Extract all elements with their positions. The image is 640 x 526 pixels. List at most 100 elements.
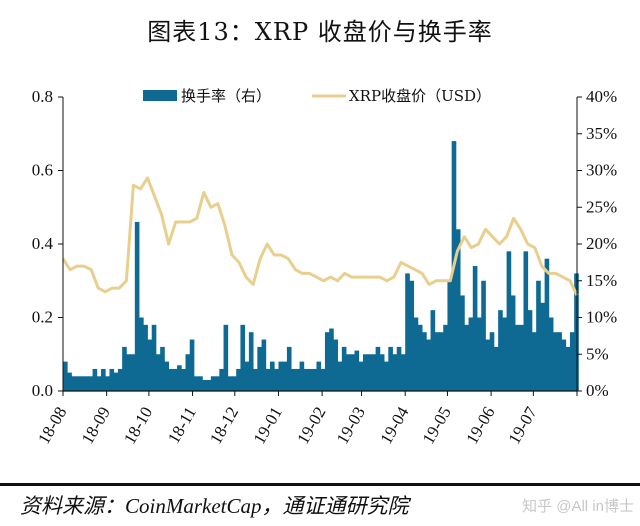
x-tick-label: 19-05 <box>419 404 455 448</box>
turnover-bar <box>371 354 377 391</box>
right-tick-label: 25% <box>586 197 617 216</box>
turnover-bar <box>134 221 140 391</box>
turnover-bar <box>329 328 334 391</box>
turnover-bar <box>468 317 474 391</box>
turnover-bar <box>569 332 575 391</box>
turnover-bar <box>565 346 571 391</box>
turnover-bar <box>324 332 330 391</box>
turnover-bar <box>346 354 351 391</box>
watermark: 知乎 @All in博士 <box>522 497 634 515</box>
turnover-bar <box>417 324 423 391</box>
right-tick-label: 10% <box>586 308 617 327</box>
turnover-bar <box>540 302 546 391</box>
turnover-bar <box>510 295 516 391</box>
turnover-bar <box>101 368 106 391</box>
turnover-bar <box>219 368 224 391</box>
right-tick-label: 40% <box>586 87 617 106</box>
right-tick-label: 20% <box>586 234 617 253</box>
turnover-bar <box>375 346 381 391</box>
turnover-bar <box>240 324 246 391</box>
turnover-bar <box>506 251 512 391</box>
turnover-bar <box>531 332 537 391</box>
turnover-bar <box>493 346 499 391</box>
x-tick-label: 18-10 <box>120 404 156 448</box>
turnover-bar <box>198 376 203 391</box>
turnover-bar <box>206 379 212 391</box>
turnover-bar <box>278 361 284 391</box>
turnover-bar <box>544 258 550 391</box>
turnover-bar <box>109 368 115 391</box>
right-tick-label: 15% <box>586 271 617 290</box>
turnover-bar <box>231 376 237 391</box>
turnover-bar <box>388 346 393 391</box>
turnover-bar <box>172 368 178 391</box>
turnover-bar <box>434 332 440 391</box>
turnover-bar <box>430 310 436 391</box>
turnover-bar <box>527 310 533 391</box>
turnover-bar <box>84 376 89 391</box>
turnover-bar <box>515 324 520 391</box>
x-tick-label: 18-11 <box>164 404 200 447</box>
turnover-bar <box>248 332 254 391</box>
turnover-bar <box>312 368 317 391</box>
turnover-bar <box>164 361 170 391</box>
turnover-bar <box>299 361 305 391</box>
turnover-bar <box>341 346 347 391</box>
turnover-bar <box>126 354 131 391</box>
turnover-bar <box>519 324 524 391</box>
turnover-bar <box>350 354 355 391</box>
turnover-bar <box>502 317 507 391</box>
turnover-bar <box>536 280 541 391</box>
turnover-bar <box>291 368 296 391</box>
turnover-bar <box>67 372 72 391</box>
turnover-bar <box>333 339 339 391</box>
price-line <box>61 176 579 297</box>
turnover-bar <box>122 346 127 391</box>
legend-turnover-label: 换手率（右） <box>181 87 271 105</box>
x-tick-label: 19-06 <box>462 404 498 448</box>
turnover-bar <box>400 354 406 391</box>
turnover-bar <box>498 310 503 391</box>
turnover-bar <box>460 295 465 391</box>
turnover-bar <box>443 324 448 391</box>
turnover-bar <box>193 376 199 391</box>
turnover-bar <box>257 346 262 391</box>
turnover-bar <box>236 368 241 391</box>
left-tick-label: 0.6 <box>32 161 53 180</box>
right-tick-label: 30% <box>586 161 617 180</box>
turnover-bar <box>392 354 398 391</box>
turnover-bar <box>96 376 102 391</box>
turnover-bar <box>557 332 562 391</box>
x-tick-label: 19-02 <box>293 404 329 448</box>
turnover-bar <box>426 339 431 391</box>
turnover-bar <box>210 376 216 391</box>
turnover-bar <box>396 346 402 391</box>
footer: 资料来源：CoinMarketCap，通证通研究院 知乎 @All in博士 <box>20 490 634 520</box>
turnover-bar <box>244 361 250 391</box>
turnover-bar <box>553 332 558 391</box>
turnover-bar <box>261 339 267 391</box>
turnover-bar <box>227 376 233 391</box>
turnover-bar <box>71 376 77 391</box>
turnover-bar <box>185 354 191 391</box>
x-tick-label: 18-09 <box>78 404 114 448</box>
turnover-bar <box>155 354 161 391</box>
turnover-bar <box>295 368 300 391</box>
turnover-bar <box>413 317 419 391</box>
turnover-bar <box>117 368 123 391</box>
right-tick-label: 35% <box>586 124 617 143</box>
turnover-bar <box>316 361 322 391</box>
turnover-bar <box>177 365 182 391</box>
turnover-bar <box>286 346 292 391</box>
turnover-bar <box>337 361 343 391</box>
turnover-bar <box>320 368 326 391</box>
chart-svg: 0.0 0.2 0.4 0.6 0.8 0% 5% 10% 15% 20% 25% 30% 35% 40%… <box>32 87 617 448</box>
turnover-bar <box>489 332 495 391</box>
x-tick-label: 19-07 <box>505 403 542 447</box>
legend: 换手率（右） XRP收盘价（USD） <box>143 87 491 105</box>
turnover-bar <box>223 324 229 391</box>
turnover-bar <box>63 361 68 391</box>
turnover-bar <box>143 324 148 391</box>
turnover-bar <box>485 339 491 391</box>
